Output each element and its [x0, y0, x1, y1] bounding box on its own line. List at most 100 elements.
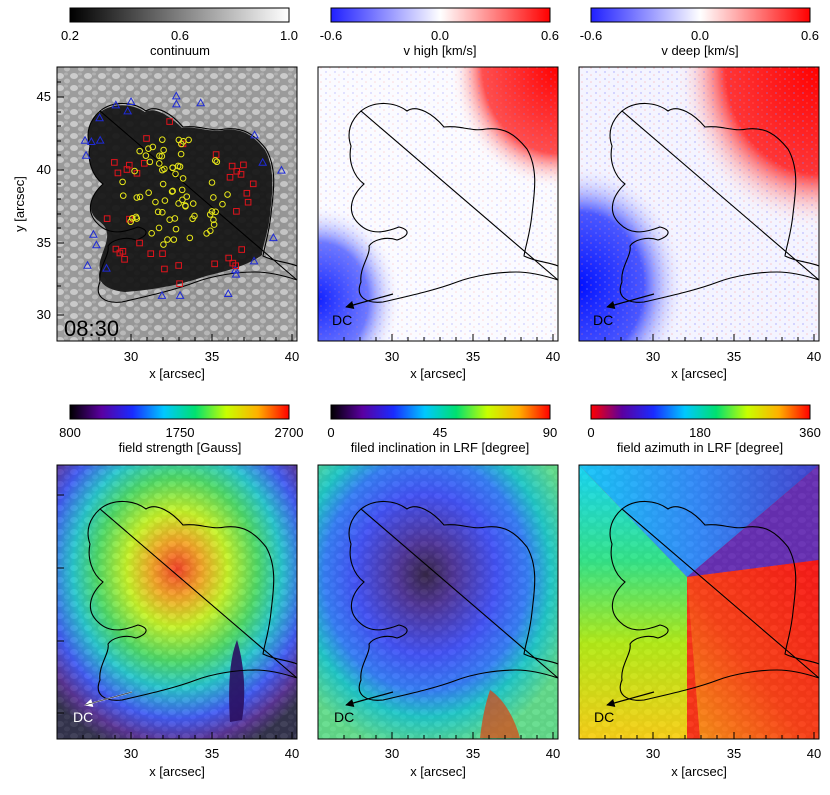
plot-frame	[56, 66, 298, 342]
triangle-marker	[250, 130, 259, 139]
dc-label: DC	[73, 709, 93, 725]
y-tick-label: 40	[37, 162, 51, 177]
circle-marker	[142, 152, 150, 159]
colorbar-title: v high [km/s]	[404, 43, 477, 58]
circle-marker	[168, 188, 176, 195]
x-tick-label: 40	[807, 349, 821, 364]
colorbar-tick-label: 0	[327, 425, 334, 440]
dc-arrow-outline	[84, 691, 133, 706]
circle-marker	[186, 234, 194, 242]
circle-marker	[133, 215, 141, 222]
field-texture	[318, 465, 558, 739]
circle-marker	[189, 215, 196, 223]
panel-continuum: 0.2 0.6 1.0 continuum 08:30 30 35 40 45 …	[12, 7, 299, 381]
circle-marker	[178, 186, 186, 194]
circle-marker	[145, 189, 152, 197]
square-marker	[166, 118, 173, 125]
circle-marker	[159, 180, 167, 188]
square-marker	[121, 256, 128, 263]
x-axis-title: x [arcsec]	[410, 764, 466, 779]
circle-marker	[119, 178, 126, 186]
circle-marker	[212, 208, 219, 216]
circle-marker	[169, 187, 176, 195]
x-tick-label: 40	[285, 746, 299, 761]
circle-marker	[166, 216, 173, 224]
colorbar-title: v deep [km/s]	[661, 43, 738, 58]
colorbar-tick-label: 45	[433, 425, 447, 440]
triangle-marker	[81, 150, 91, 159]
x-tick-label: 40	[285, 349, 299, 364]
x-tick-label: 30	[124, 746, 138, 761]
circle-marker	[158, 152, 166, 160]
colorbar-tick-label: 0.6	[801, 28, 819, 43]
circle-marker	[179, 196, 186, 204]
triangle-marker	[258, 157, 268, 166]
square-marker	[233, 208, 240, 215]
x-axis-title: x [arcsec]	[410, 366, 466, 381]
triangle-marker	[88, 229, 98, 238]
triangle-marker	[91, 240, 101, 249]
circle-marker	[154, 208, 162, 216]
colorbar-title: continuum	[150, 43, 210, 58]
y-ticks	[57, 494, 64, 714]
square-marker	[103, 215, 111, 222]
circle-marker	[179, 175, 187, 182]
square-marker	[161, 265, 168, 273]
y-tick-label: 35	[37, 235, 51, 250]
triangle-marker	[175, 290, 185, 299]
velocity-noise	[318, 67, 558, 341]
dc-label: DC	[332, 312, 352, 328]
circle-marker	[174, 162, 182, 170]
x-tick-label: 30	[385, 746, 399, 761]
circle-marker	[208, 179, 216, 186]
penumbra-contour	[348, 102, 559, 303]
square-marker	[229, 259, 237, 267]
triangle-marker	[249, 256, 259, 265]
penumbra-contour	[87, 102, 298, 303]
square-marker	[225, 254, 232, 262]
colorbar-v-high	[330, 7, 551, 23]
circle-marker	[136, 193, 144, 201]
dc-arrow	[345, 293, 394, 310]
panel-v-high: -0.6 0.0 0.6 v high [km/s] DC 30 35 40 x…	[317, 7, 560, 381]
colorbar-tick-label: -0.6	[320, 28, 342, 43]
circle-marker	[160, 146, 167, 154]
triangle-marker	[157, 290, 167, 299]
field-texture	[57, 465, 297, 739]
colorbar-tick-label: 2700	[275, 425, 304, 440]
triangle-marker	[231, 269, 241, 278]
dc-label: DC	[593, 312, 613, 328]
panel-field-strength: 800 1750 2700 field strength [Gauss] DC …	[56, 404, 304, 779]
colorbar-tick-label: 180	[689, 425, 711, 440]
triangle-marker	[80, 135, 90, 144]
circle-marker	[155, 224, 163, 232]
circle-marker	[136, 147, 143, 155]
triangle-marker	[86, 136, 96, 146]
y-tick-label: 30	[37, 307, 51, 322]
circle-marker	[160, 241, 167, 248]
colorbar-title: field azimuth in LRF [degree]	[617, 440, 783, 455]
triangle-marker	[126, 97, 136, 106]
x-tick-label: 35	[205, 349, 219, 364]
colorbar-title: field strength [Gauss]	[119, 440, 242, 455]
circle-marker	[183, 193, 191, 200]
circle-marker	[164, 236, 171, 243]
triangle-marker	[171, 99, 181, 108]
square-marker	[175, 262, 182, 269]
circle-marker	[210, 216, 217, 224]
azimuth-map	[579, 465, 819, 739]
x-tick-label: 35	[727, 349, 741, 364]
circle-marker	[170, 236, 178, 243]
y-ticks	[57, 81, 64, 316]
square-marker	[136, 239, 143, 247]
panel-azimuth: 0 180 360 field azimuth in LRF [degree] …	[578, 404, 821, 779]
plot-frame	[317, 66, 559, 342]
square-marker	[238, 246, 245, 253]
circle-marker	[175, 136, 183, 144]
square-marker	[243, 189, 251, 197]
x-axis-title: x [arcsec]	[149, 764, 205, 779]
colorbar-tick-label: 1.0	[280, 28, 298, 43]
colorbar-title: filed inclination in LRF [degree]	[351, 440, 530, 455]
circle-marker	[148, 230, 155, 237]
triangle-marker	[230, 265, 240, 274]
